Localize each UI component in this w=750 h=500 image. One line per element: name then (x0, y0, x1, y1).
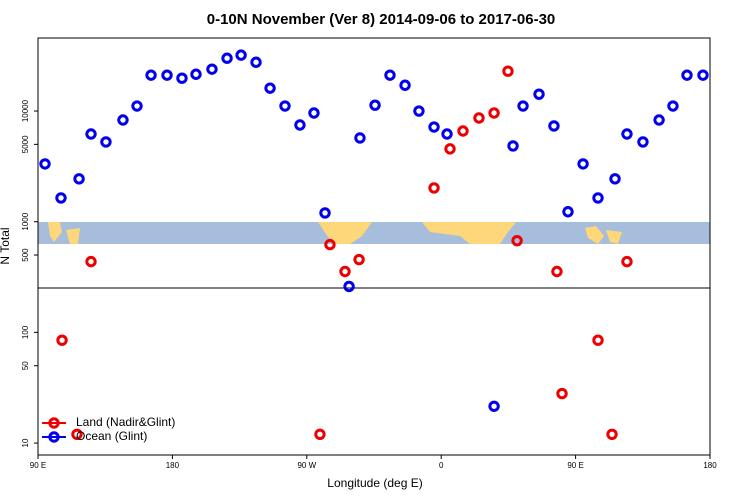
plot-frame (37, 37, 711, 456)
point (319, 207, 331, 219)
point (294, 119, 306, 131)
point (653, 114, 665, 126)
point (85, 255, 97, 268)
point (71, 428, 83, 440)
map-strip (38, 222, 710, 244)
point (145, 69, 157, 81)
point (369, 99, 381, 111)
point (235, 49, 247, 61)
y-tick-label: 5000 (21, 135, 30, 153)
point (314, 428, 326, 440)
y-tick-label: 10000 (21, 99, 30, 122)
point (85, 128, 97, 140)
point (176, 72, 188, 84)
point (343, 280, 355, 293)
y-tick-label: 100 (21, 325, 30, 339)
point (131, 100, 143, 112)
point (556, 387, 568, 400)
point (308, 107, 320, 119)
x-tick-label: 180 (166, 461, 180, 470)
point (161, 69, 173, 81)
legend-marker (48, 431, 60, 443)
point (637, 136, 649, 148)
point (488, 107, 500, 119)
point (279, 100, 291, 112)
point (117, 114, 129, 126)
y-tick-label: 10 (21, 438, 30, 447)
point (353, 253, 365, 266)
point (502, 65, 514, 77)
point (667, 100, 679, 112)
x-tick-label: 180 (703, 461, 717, 470)
point (473, 112, 485, 124)
y-tick-label: 1000 (21, 212, 30, 230)
point (551, 265, 563, 278)
point (592, 192, 604, 204)
point (354, 132, 366, 144)
point (413, 105, 425, 117)
point (444, 143, 456, 155)
point (533, 88, 545, 100)
x-axis-label: Longitude (deg E) (327, 476, 422, 490)
point (324, 238, 336, 251)
point (697, 69, 709, 81)
y-axis-label: N Total (0, 227, 12, 264)
point (507, 140, 519, 152)
legend-marker (48, 417, 60, 429)
point (221, 52, 233, 64)
point (681, 69, 693, 81)
point (562, 206, 574, 218)
point (577, 158, 589, 170)
point (621, 128, 633, 140)
legend-label: Ocean (Glint) (76, 429, 147, 443)
point (592, 334, 604, 346)
point (206, 63, 218, 75)
point (621, 255, 633, 268)
point (55, 192, 67, 204)
point (56, 334, 68, 346)
y-tick-label: 50 (21, 361, 30, 370)
point (511, 234, 523, 247)
point (100, 136, 112, 148)
point (384, 69, 396, 81)
point (457, 125, 469, 137)
x-tick-label: 0 (439, 461, 444, 470)
point (339, 265, 351, 278)
x-tick-label: 90 W (297, 461, 316, 470)
point (517, 100, 529, 112)
y-tick-label: 500 (21, 248, 30, 262)
point (441, 128, 453, 140)
point (606, 428, 618, 440)
point (548, 120, 560, 132)
x-tick-label: 90 E (30, 461, 46, 470)
point (428, 121, 440, 133)
legend-label: Land (Nadir&Glint) (76, 415, 175, 429)
point (609, 173, 621, 185)
chart-title: 0-10N November (Ver 8) 2014-09-06 to 201… (207, 11, 556, 28)
point (250, 56, 262, 68)
point (39, 158, 51, 170)
point (428, 182, 440, 194)
point (264, 82, 276, 94)
point (73, 173, 85, 185)
x-tick-label: 90 E (567, 461, 583, 470)
point (399, 79, 411, 91)
point (488, 400, 500, 412)
point (190, 68, 202, 80)
